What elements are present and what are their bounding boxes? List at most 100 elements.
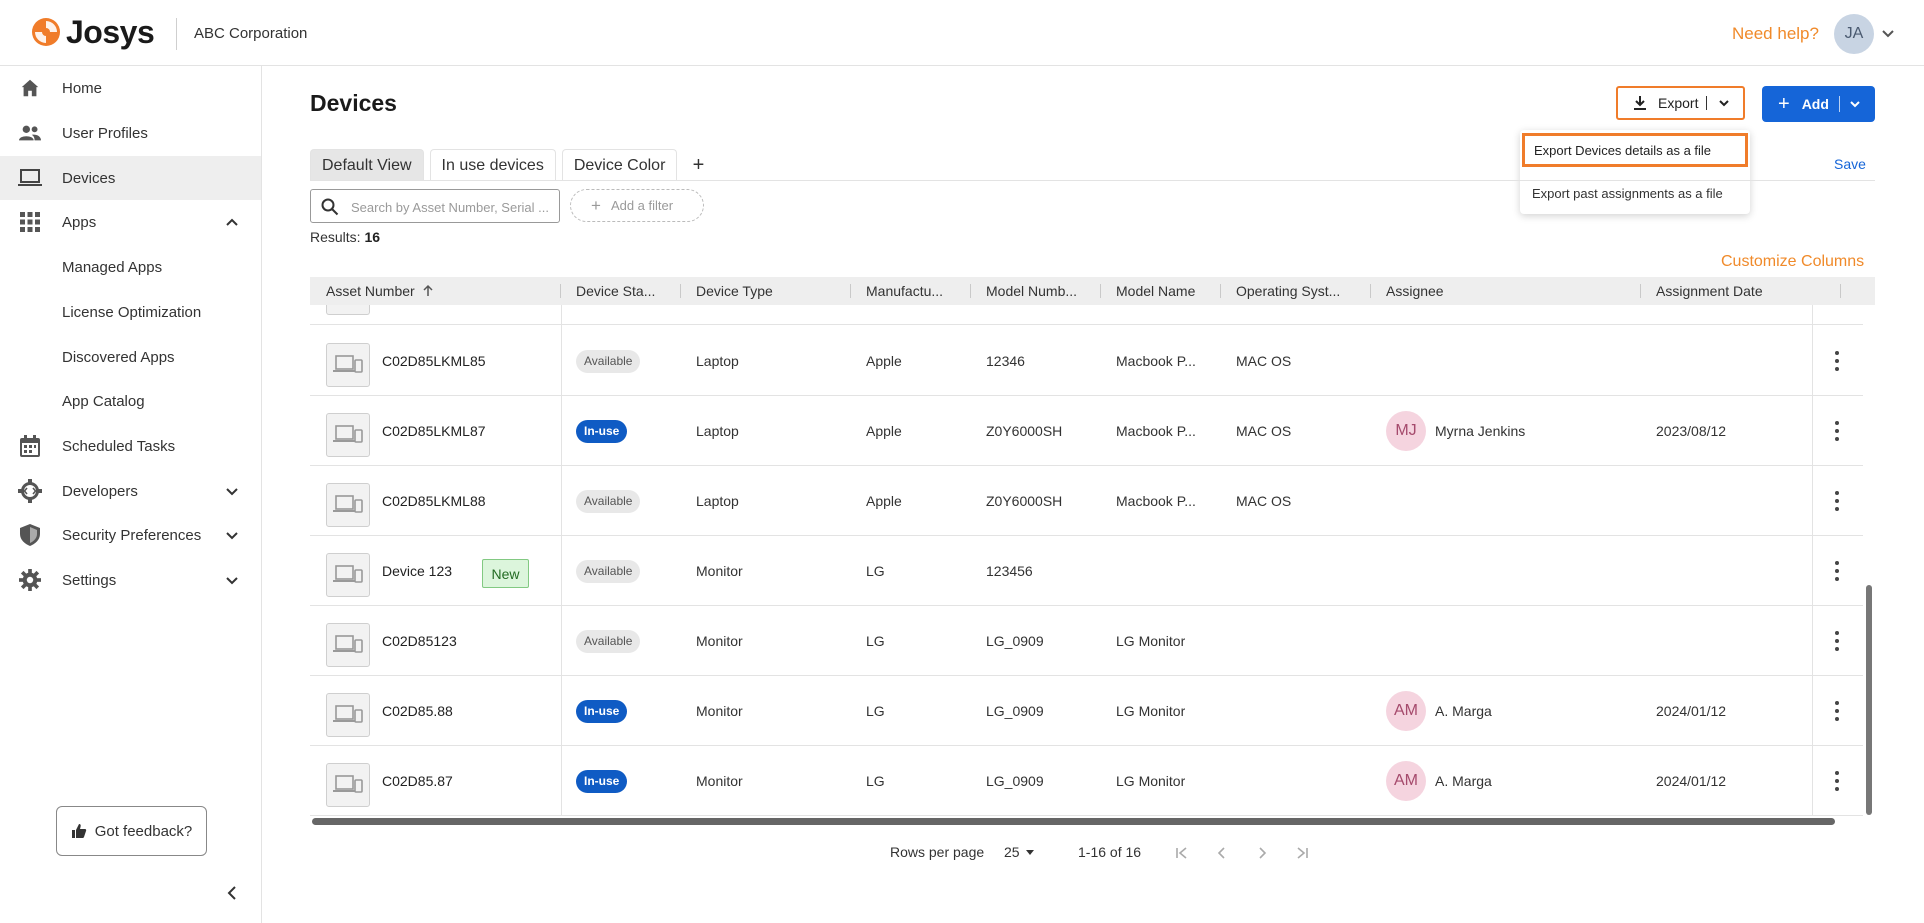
- column-header-assignee[interactable]: Assignee: [1386, 283, 1444, 299]
- sidebar-item-label: User Profiles: [62, 124, 148, 142]
- asset-number[interactable]: C02D85LKML88: [382, 493, 486, 509]
- row-actions-kebab-icon[interactable]: [1834, 631, 1840, 651]
- table-row-partial[interactable]: [310, 305, 1863, 325]
- chevron-down-icon[interactable]: [224, 527, 240, 543]
- asset-number[interactable]: C02D85LKML87: [382, 423, 486, 439]
- column-separator[interactable]: [970, 284, 971, 298]
- table-row[interactable]: C02D85LKML87 In-use Laptop Apple Z0Y6000SH Ma…: [310, 396, 1863, 466]
- column-separator[interactable]: [1840, 284, 1841, 298]
- assignee-cell[interactable]: AM A. Marga: [1386, 676, 1492, 746]
- add-button[interactable]: + Add: [1762, 86, 1875, 122]
- row-actions-kebab-icon[interactable]: [1834, 351, 1840, 371]
- add-view-icon[interactable]: +: [692, 153, 705, 176]
- column-header-operating-system[interactable]: Operating Syst...: [1236, 283, 1341, 299]
- column-separator[interactable]: [1370, 284, 1371, 298]
- row-actions-kebab-icon[interactable]: [1834, 701, 1840, 721]
- chevron-down-icon[interactable]: [1717, 96, 1731, 110]
- got-feedback-button[interactable]: Got feedback?: [56, 806, 207, 856]
- next-page-icon[interactable]: [1252, 844, 1272, 862]
- status-badge: Available: [576, 489, 641, 513]
- device-thumbnail-icon: [326, 343, 370, 387]
- table-row[interactable]: Device 123 New Available Monitor LG 123456: [310, 536, 1863, 606]
- chevron-down-icon[interactable]: [1880, 25, 1896, 41]
- column-separator[interactable]: [1640, 284, 1641, 298]
- asset-number[interactable]: C02D85.87: [382, 773, 453, 789]
- sidebar-item-home[interactable]: Home: [0, 66, 261, 110]
- column-header-model-number[interactable]: Model Numb...: [986, 283, 1078, 299]
- chevron-down-icon[interactable]: [1848, 97, 1862, 111]
- last-page-icon[interactable]: [1292, 844, 1312, 862]
- table-row[interactable]: C02D85.87 In-use Monitor LG LG_0909 LG Monito…: [310, 746, 1863, 816]
- sidebar-item-devices[interactable]: Devices: [0, 156, 261, 200]
- search-field[interactable]: [310, 189, 560, 223]
- sidebar-item-license-optimization[interactable]: License Optimization: [0, 290, 261, 334]
- export-button[interactable]: Export: [1616, 86, 1745, 120]
- assignee-cell[interactable]: MJ Myrna Jenkins: [1386, 396, 1525, 466]
- row-actions-kebab-icon[interactable]: [1834, 421, 1840, 441]
- column-header-assignment-date[interactable]: Assignment Date: [1656, 283, 1763, 299]
- column-header-model-name[interactable]: Model Name: [1116, 283, 1196, 299]
- chevron-down-icon[interactable]: [224, 572, 240, 588]
- sidebar-item-app-catalog[interactable]: App Catalog: [0, 379, 261, 423]
- column-separator[interactable]: [1100, 284, 1101, 298]
- sort-ascending-icon[interactable]: [421, 284, 435, 298]
- table-row[interactable]: C02D85LKML88 Available Laptop Apple Z0Y6000S…: [310, 466, 1863, 536]
- sidebar-item-settings[interactable]: Settings: [0, 558, 261, 602]
- sidebar-item-discovered-apps[interactable]: Discovered Apps: [0, 335, 261, 379]
- tab-device-color[interactable]: Device Color: [561, 149, 678, 181]
- asset-number[interactable]: C02D85123: [382, 633, 457, 649]
- sidebar-item-label: Security Preferences: [62, 526, 202, 544]
- user-avatar[interactable]: JA: [1834, 14, 1874, 54]
- customize-columns-link[interactable]: Customize Columns: [1721, 253, 1865, 270]
- column-separator[interactable]: [680, 284, 681, 298]
- add-filter-label: Add a filter: [610, 198, 674, 213]
- save-view-link[interactable]: Save: [1834, 156, 1866, 172]
- table-row[interactable]: C02D85123 Available Monitor LG LG_0909 LG Mon…: [310, 606, 1863, 676]
- assignee-cell[interactable]: AM A. Marga: [1386, 746, 1492, 816]
- export-devices-details-item[interactable]: Export Devices details as a file: [1522, 133, 1748, 167]
- cell-manufacturer: LG: [866, 633, 885, 649]
- column-header-manufacturer[interactable]: Manufactu...: [866, 283, 944, 299]
- brand-name: Josys: [66, 14, 155, 50]
- tab-in-use-devices[interactable]: In use devices: [429, 149, 556, 181]
- tab-default-view[interactable]: Default View: [310, 149, 424, 181]
- asset-number[interactable]: C02D85LKML85: [382, 353, 486, 369]
- collapse-sidebar-icon[interactable]: [224, 884, 242, 902]
- sidebar-item-developers[interactable]: Developers: [0, 469, 261, 513]
- josys-logo[interactable]: Josys: [30, 14, 155, 50]
- page-title: Devices: [310, 90, 397, 116]
- row-actions-kebab-icon[interactable]: [1834, 561, 1840, 581]
- sidebar-item-scheduled-tasks[interactable]: Scheduled Tasks: [0, 424, 261, 468]
- rows-per-page-select[interactable]: 25: [1004, 844, 1036, 860]
- row-actions-kebab-icon[interactable]: [1834, 491, 1840, 511]
- need-help-link[interactable]: Need help?: [1732, 24, 1819, 43]
- chevron-up-icon[interactable]: [224, 214, 240, 230]
- horizontal-scrollbar[interactable]: [312, 818, 1835, 825]
- column-header-device-status[interactable]: Device Sta...: [576, 283, 656, 299]
- sidebar-item-label: Apps: [62, 213, 97, 231]
- cell-model-number: Z0Y6000SH: [986, 493, 1063, 509]
- sidebar-item-user-profiles[interactable]: User Profiles: [0, 111, 261, 155]
- sidebar-item-security-preferences[interactable]: Security Preferences: [0, 513, 261, 557]
- first-page-icon[interactable]: [1172, 844, 1192, 862]
- column-separator[interactable]: [850, 284, 851, 298]
- column-separator[interactable]: [1220, 284, 1221, 298]
- asset-number[interactable]: C02D85.88: [382, 703, 453, 719]
- search-input[interactable]: [351, 197, 551, 217]
- sidebar-item-label: Developers: [62, 482, 138, 500]
- export-past-assignments-item[interactable]: Export past assignments as a file: [1532, 185, 1723, 201]
- sidebar-item-apps[interactable]: Apps: [0, 200, 261, 244]
- asset-number[interactable]: Device 123: [382, 563, 453, 579]
- sidebar-item-managed-apps[interactable]: Managed Apps: [0, 245, 261, 289]
- previous-page-icon[interactable]: [1212, 844, 1232, 862]
- table-row[interactable]: C02D85LKML85 Available Laptop Apple 12346 Mac…: [310, 326, 1863, 396]
- column-header-label: Asset Number: [326, 283, 415, 299]
- column-header-device-type[interactable]: Device Type: [696, 283, 773, 299]
- column-header-asset-number[interactable]: Asset Number: [326, 277, 496, 305]
- column-separator[interactable]: [560, 284, 561, 298]
- chevron-down-icon[interactable]: [224, 483, 240, 499]
- table-row[interactable]: C02D85.88 In-use Monitor LG LG_0909 LG Monito…: [310, 676, 1863, 746]
- add-filter-button[interactable]: + Add a filter: [570, 189, 704, 222]
- row-actions-kebab-icon[interactable]: [1834, 771, 1840, 791]
- vertical-scrollbar-thumb[interactable]: [1866, 585, 1872, 815]
